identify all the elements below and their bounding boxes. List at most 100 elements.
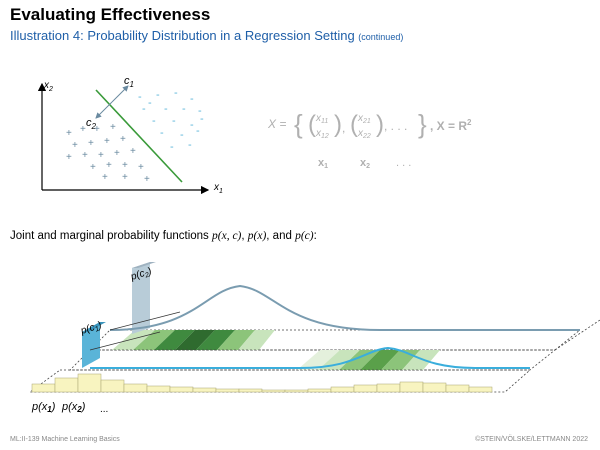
- depth-line: [554, 319, 600, 351]
- histogram-bar: [376, 383, 401, 393]
- comma: ,: [342, 121, 345, 135]
- minus-point: -: [160, 127, 164, 139]
- label-p-x1: p(x1): [31, 401, 56, 414]
- scatter-plot: x2 x1 c1 c2 - - - -- - - -- - -- - -- --- + + + ++ + + ++…: [37, 75, 223, 195]
- histogram-bar: [353, 384, 378, 393]
- footer-right: ©STEIN/VÖLSKE/LETTMANN 2022: [475, 436, 588, 443]
- class2-points: + + + ++ + + ++ + + + ++ + + ++ + +: [66, 122, 150, 185]
- set-close-brace: }: [418, 109, 427, 139]
- subtitle-text: Illustration 4: Probability Distribution…: [10, 28, 355, 43]
- vector2-top: x21: [357, 113, 371, 125]
- density-curve-c1: [90, 346, 530, 369]
- plus-point: +: [104, 136, 110, 147]
- plus-point: +: [94, 124, 100, 135]
- marginal-x-histogram: [31, 373, 493, 393]
- histogram-bar: [238, 388, 263, 393]
- minus-point: -: [138, 91, 142, 103]
- plus-point: +: [122, 160, 128, 171]
- minus-point: -: [196, 125, 200, 137]
- vector2-bottom: x22: [357, 128, 371, 140]
- vector2-open-paren: (: [350, 111, 358, 138]
- histogram-bar: [100, 379, 125, 393]
- minus-point: -: [148, 97, 152, 109]
- histogram-bar: [468, 386, 493, 393]
- vector2-close-paren: ): [376, 111, 384, 138]
- histogram-bar: [77, 373, 102, 393]
- minus-point: -: [188, 139, 192, 151]
- prob-c2-label: p(c2): [129, 266, 154, 284]
- histogram-bar: [284, 389, 309, 393]
- histogram-bar: [146, 385, 171, 393]
- minus-point: -: [200, 113, 204, 125]
- minus-point: -: [156, 89, 160, 101]
- strip-c2-cells: [112, 330, 275, 350]
- c1-arrow: [111, 85, 129, 103]
- minus-point: -: [198, 105, 202, 117]
- plus-point: +: [130, 146, 136, 157]
- minus-point: -: [174, 87, 178, 99]
- histogram-bar: [192, 387, 217, 393]
- formula-marginal-x: p(x): [247, 230, 267, 242]
- joint-marginal-text: Joint and marginal probability functions…: [10, 230, 317, 242]
- plus-point: +: [66, 152, 72, 163]
- histogram-bar: [422, 382, 447, 393]
- formula: X = { ( x11 x12 ) , ( x21 x22 ) , . . . …: [268, 109, 472, 170]
- strip-c1-cells: [297, 350, 440, 370]
- plus-point: +: [80, 124, 86, 135]
- formula-joint: p(x, c): [212, 230, 242, 242]
- prob-c1-bar: [82, 322, 100, 368]
- separator-line: [95, 89, 183, 183]
- minus-point: -: [190, 119, 194, 131]
- histogram-bar: [307, 388, 332, 393]
- plus-point: +: [66, 128, 72, 139]
- histogram-bar: [215, 388, 240, 393]
- minus-point: -: [152, 115, 156, 127]
- slide-subtitle: Illustration 4: Probability Distribution…: [10, 28, 403, 43]
- slide-title: Evaluating Effectiveness: [10, 5, 211, 24]
- minus-point: -: [172, 115, 176, 127]
- label-ellipsis: ...: [100, 404, 108, 415]
- vector1-top: x11: [315, 113, 328, 125]
- plus-point: +: [98, 150, 104, 161]
- class1-label: c1: [124, 75, 134, 89]
- vector1-bottom: x12: [315, 128, 329, 140]
- formula-marginal-c: p(c): [295, 230, 314, 242]
- plus-point: +: [72, 140, 78, 151]
- histogram-bar: [445, 384, 470, 393]
- space-definition: , X = R2: [430, 118, 472, 133]
- minus-point: -: [190, 93, 194, 105]
- minus-point: -: [182, 103, 186, 115]
- y-axis-label: x2: [43, 80, 53, 93]
- vector1-open-paren: (: [308, 111, 316, 138]
- x-axis-label: x1: [213, 182, 223, 195]
- label-p-x2: p(x2): [61, 401, 86, 414]
- histogram-bar: [169, 386, 194, 393]
- minus-point: -: [142, 103, 146, 115]
- histogram-bar: [31, 383, 56, 393]
- histogram-bar: [123, 383, 148, 393]
- formula-ellipsis: , . . .: [384, 119, 407, 133]
- prob-c1-label: p(c1): [79, 320, 104, 338]
- plus-point: +: [90, 162, 96, 173]
- vector-label-ellipsis: . . .: [396, 157, 411, 169]
- minus-point: -: [170, 141, 174, 153]
- plus-point: +: [106, 160, 112, 171]
- plus-point: +: [102, 172, 108, 183]
- prob-c2-bar: [132, 262, 150, 334]
- minus-point: -: [180, 129, 184, 141]
- histogram-bar: [399, 381, 424, 393]
- plus-point: +: [120, 134, 126, 145]
- plus-point: +: [144, 174, 150, 185]
- vector-label-x2: x2: [360, 157, 370, 170]
- histogram-bar: [261, 389, 286, 393]
- distribution-figure: p(c2) p(c1) p(x1) p(x2) ...: [28, 262, 600, 415]
- plus-point: +: [110, 122, 116, 133]
- footer-left: ML:II-139 Machine Learning Basics: [10, 436, 120, 443]
- plus-point: +: [122, 172, 128, 183]
- class1-points: - - - -- - - -- - -- - -- ---: [138, 87, 204, 153]
- set-open-brace: {: [294, 109, 303, 139]
- class2-label: c2: [86, 117, 97, 131]
- histogram-bar: [330, 386, 355, 393]
- formula-lhs: X =: [268, 117, 286, 131]
- c2-arrow: [95, 101, 113, 119]
